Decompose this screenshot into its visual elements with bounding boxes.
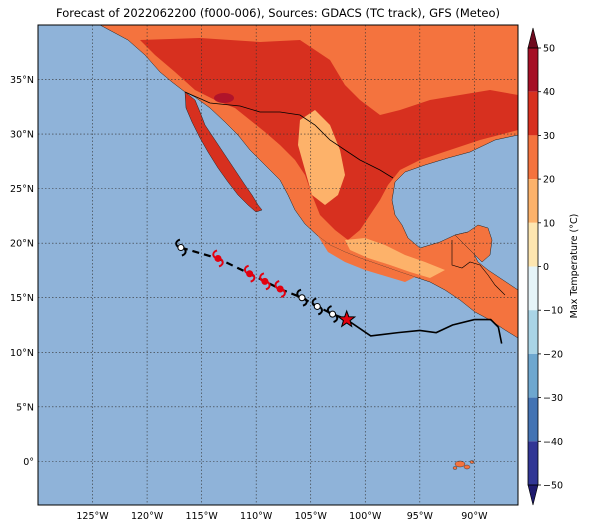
- current-position-star: [337, 309, 357, 328]
- colorbar-band: [528, 179, 538, 223]
- country-border-us-mexico: [184, 91, 394, 179]
- tropical-storm-symbol: [175, 238, 187, 257]
- lon-tick-label: 100°W: [349, 511, 382, 522]
- lat-tick-label: 20°N: [10, 239, 34, 250]
- lat-tick-label: 25°N: [10, 184, 34, 195]
- land-extreme-hotspot: [214, 93, 234, 103]
- tc-track-layer: [175, 238, 503, 344]
- lon-tick-label: 115°W: [185, 511, 218, 522]
- colorbar-band: [528, 48, 538, 92]
- colorbar-tick-label: 10: [543, 218, 555, 229]
- lat-tick-label: 30°N: [10, 130, 34, 141]
- colorbar-tick-label: 20: [543, 175, 555, 186]
- map-title: Forecast of 2022062200 (f000-006), Sourc…: [56, 6, 500, 20]
- map-frame: [37, 24, 519, 506]
- colorbar-tick-label: −50: [543, 481, 563, 492]
- colorbar-band: [528, 135, 538, 180]
- lat-tick-label: 10°N: [10, 348, 34, 359]
- land-galapagos-islands: [452, 460, 475, 470]
- lon-tick-label: 125°W: [76, 511, 109, 522]
- colorbar-extend-bottom: [527, 484, 539, 506]
- hurricane-symbol: [212, 249, 224, 268]
- tropical-storm-symbol: [311, 297, 323, 316]
- country-border-central-america: [451, 240, 506, 296]
- colorbar-tick-label: 50: [543, 44, 555, 55]
- land-yucatan: [454, 224, 493, 263]
- latitude-ticks: 0° 5°N 10°N 15°N 20°N 25°N 30°N 35°N: [10, 75, 34, 468]
- lon-tick-label: 95°W: [407, 511, 434, 522]
- tropical-storm-symbol: [296, 288, 308, 307]
- lon-tick-label: 110°W: [240, 511, 273, 522]
- colorbar-band: [528, 222, 538, 267]
- lat-tick-label: 15°N: [10, 293, 34, 304]
- colorbar-band: [528, 91, 538, 136]
- tropical-storm-symbol: [326, 305, 339, 324]
- colorbar-tick-label: −30: [543, 393, 563, 404]
- colorbar-label: Max Temperature (°C): [569, 214, 580, 319]
- hurricane-symbol: [243, 264, 256, 283]
- colorbar-band: [528, 266, 538, 311]
- lat-tick-label: 5°N: [16, 402, 34, 413]
- forecast-track-line: [346, 318, 503, 344]
- temperature-colorbar: 50 40 30 20 10 0 −10 −20 −30 −40 −50: [527, 27, 563, 506]
- lat-tick-label: 0°: [23, 457, 34, 468]
- colorbar-band: [528, 397, 538, 442]
- colorbar-tick-label: 30: [543, 131, 555, 142]
- land-baja-california: [184, 91, 263, 213]
- colorbar-extend-top: [527, 27, 539, 49]
- lon-tick-label: 105°W: [295, 511, 328, 522]
- colorbar-band: [528, 353, 538, 398]
- map-gridlines: [38, 25, 518, 505]
- colorbar-band: [528, 441, 538, 485]
- lat-tick-label: 35°N: [10, 75, 34, 86]
- land-mild-region-highlands: [298, 110, 345, 205]
- colorbar-tick-label: 0: [543, 262, 549, 273]
- map-panel: [38, 25, 518, 505]
- colorbar-tick-label: −20: [543, 349, 563, 360]
- colorbar-band: [528, 310, 538, 354]
- land-warm-coast: [318, 236, 415, 282]
- hurricane-symbol: [274, 280, 286, 298]
- colorbar-tick-label: 40: [543, 87, 555, 98]
- lon-tick-label: 120°W: [131, 511, 164, 522]
- colorbar-tick-label: −40: [543, 437, 563, 448]
- colorbar-tick-label: −10: [543, 306, 563, 317]
- hurricane-symbol: [259, 272, 271, 291]
- lon-tick-label: 90°W: [461, 511, 488, 522]
- longitude-ticks: 125°W 120°W 115°W 110°W 105°W 100°W 95°W 90°W: [76, 511, 488, 522]
